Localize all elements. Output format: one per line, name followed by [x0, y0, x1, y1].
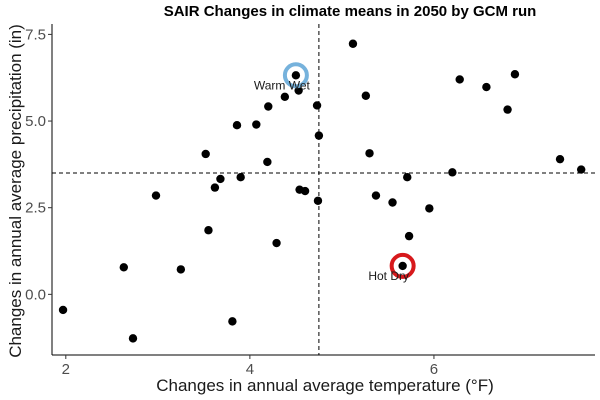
data-point — [294, 86, 303, 95]
data-point — [361, 91, 371, 100]
x-axis-title: Changes in annual average temperature (°… — [156, 376, 494, 395]
y-axis-title: Changes in annual average precipitation … — [6, 24, 25, 358]
data-point — [576, 165, 586, 174]
data-point — [388, 198, 397, 207]
axes: 2 4 6 0.0 2.5 5.0 7.5 — [25, 24, 595, 378]
highlight-ring — [389, 252, 416, 279]
highlight-ring — [282, 62, 309, 89]
data-point — [232, 121, 242, 130]
data-point — [58, 305, 68, 315]
data-point — [314, 131, 324, 140]
data-point — [252, 120, 261, 129]
data-point — [300, 186, 310, 196]
data-point — [448, 168, 457, 177]
highlight-label: Warm Wet — [254, 78, 311, 92]
y-tick-label: 0.0 — [25, 286, 46, 303]
data-point — [403, 172, 412, 182]
data-points — [58, 39, 586, 343]
highlight-annotations: Warm Wet Hot Dry — [254, 62, 416, 283]
highlight-label: Hot Dry — [368, 269, 409, 283]
data-point — [365, 149, 374, 158]
data-point — [348, 39, 358, 48]
data-point — [272, 238, 281, 248]
data-point — [263, 157, 272, 167]
data-point — [510, 70, 520, 79]
data-point — [503, 105, 512, 114]
data-point — [404, 231, 414, 241]
data-point — [264, 102, 273, 111]
data-point — [455, 75, 464, 84]
x-tick-label: 2 — [62, 361, 70, 378]
data-point — [425, 204, 434, 213]
chart-title: SAIR Changes in climate means in 2050 by… — [164, 3, 537, 20]
data-point — [128, 334, 138, 343]
y-tick-label: 5.0 — [25, 113, 46, 130]
data-point — [371, 191, 381, 200]
data-point — [555, 154, 565, 164]
data-point — [201, 149, 210, 159]
data-point — [236, 172, 245, 182]
data-point — [210, 183, 220, 192]
data-point — [216, 174, 225, 184]
data-point — [204, 226, 213, 235]
data-point — [151, 191, 161, 200]
reference-lines — [52, 24, 595, 355]
data-point — [119, 263, 128, 272]
data-point — [313, 196, 323, 205]
data-point — [398, 261, 407, 271]
x-tick-label: 6 — [430, 361, 438, 378]
data-point — [482, 82, 491, 92]
y-tick-label: 7.5 — [25, 26, 46, 43]
data-point — [280, 92, 290, 101]
y-tick-label: 2.5 — [25, 200, 46, 217]
data-point — [291, 71, 301, 80]
data-point — [176, 265, 186, 274]
data-point — [228, 317, 237, 326]
data-point — [312, 101, 322, 110]
x-tick-label: 4 — [246, 361, 254, 378]
